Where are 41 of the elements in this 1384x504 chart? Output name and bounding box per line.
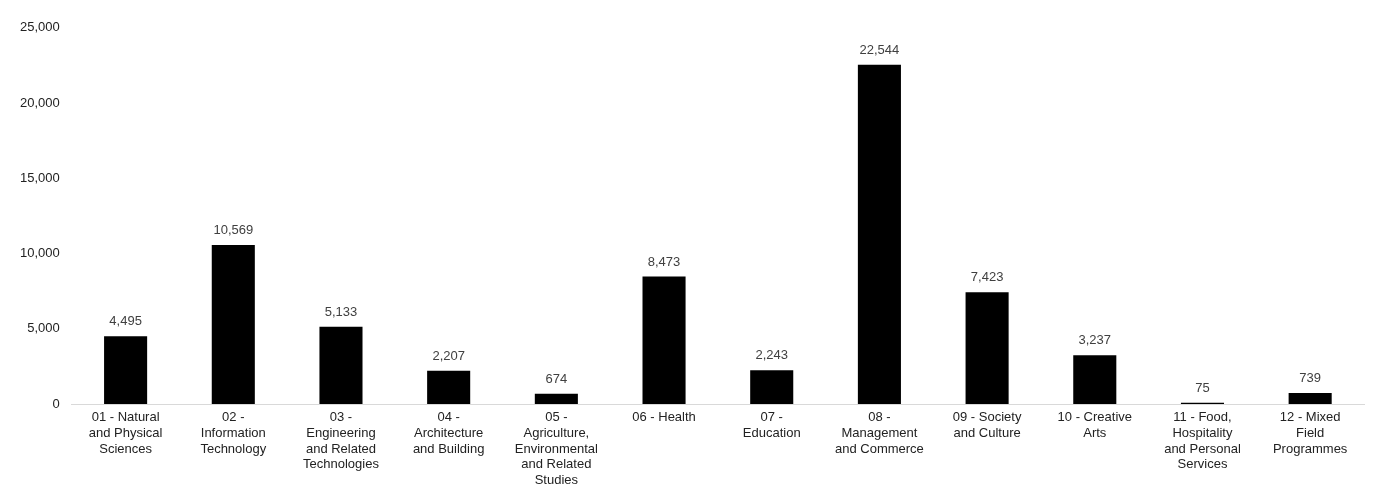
x-tick-label: 10 - Creative Arts: [1057, 409, 1132, 440]
data-label: 75: [1195, 379, 1210, 395]
data-label: 7,423: [970, 269, 1004, 285]
x-tick-label: 04 - Architecture and Building: [412, 409, 485, 456]
bar: [750, 370, 794, 404]
y-tick-label: 20,000: [20, 94, 60, 110]
data-label: 8,473: [647, 253, 681, 269]
y-tick-label: 25,000: [20, 19, 60, 35]
data-label: 22,544: [859, 41, 900, 57]
bar: [642, 276, 686, 404]
data-label: 4,495: [109, 313, 142, 329]
y-tick-label: 15,000: [20, 169, 60, 185]
y-tick-label: 5,000: [27, 320, 60, 336]
x-tick-label: 01 - Natural and Physical Sciences: [88, 409, 163, 456]
x-tick-label: 09 - Society and Culture: [952, 409, 1022, 440]
bar: [211, 244, 255, 404]
bar: [965, 292, 1009, 404]
data-label: 10,569: [213, 222, 254, 238]
data-label: 739: [1299, 369, 1322, 385]
x-tick-label: 06 - Health: [632, 409, 696, 425]
data-label: 5,133: [324, 303, 358, 319]
bar: [427, 370, 471, 404]
data-label: 2,207: [432, 347, 465, 363]
y-tick-label: 0: [52, 395, 60, 411]
bar: [1288, 392, 1332, 404]
bar: [857, 64, 901, 404]
data-label: 2,243: [755, 347, 788, 363]
x-tick-label: 08 - Management and Commerce: [834, 409, 924, 456]
x-tick-label: 07 - Education: [742, 409, 801, 440]
data-label: 674: [545, 370, 568, 386]
x-tick-label: 12 - Mixed Field Programmes: [1272, 409, 1348, 456]
x-tick-label: 03 - Engineering and Related Technologies: [303, 409, 380, 472]
x-tick-label: 02 - Information Technology: [200, 409, 267, 456]
data-label: 3,237: [1078, 332, 1112, 348]
y-tick-label: 10,000: [20, 245, 60, 261]
x-tick-label: 05 - Agriculture, Environmental and Related Studies: [514, 409, 599, 487]
bar: [534, 393, 578, 404]
bar: [319, 326, 363, 404]
bar: [1073, 355, 1117, 404]
bar: [104, 336, 148, 404]
x-tick-label: 11 - Food, Hospitality and Personal Services: [1164, 409, 1241, 472]
